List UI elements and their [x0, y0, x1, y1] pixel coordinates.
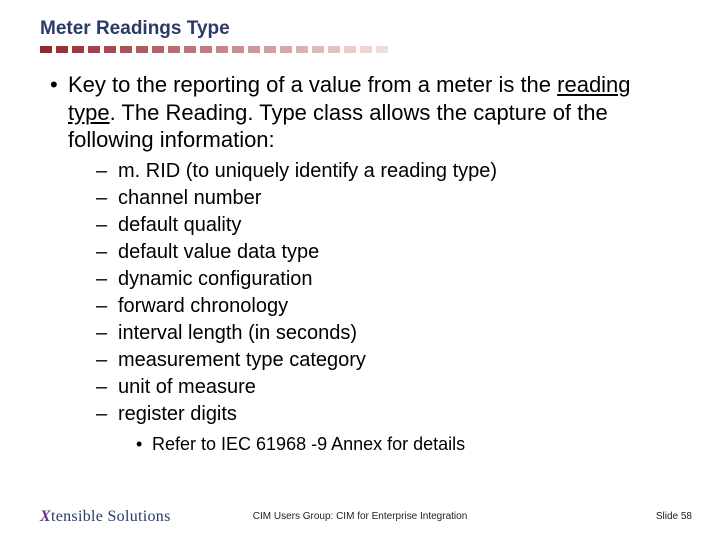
- dash-bullet-icon: –: [96, 185, 118, 212]
- sub-bullet-item: –default quality: [96, 212, 680, 239]
- dash-segment: [136, 46, 148, 53]
- dash-segment: [88, 46, 100, 53]
- dash-segment: [376, 46, 388, 53]
- dash-segment: [248, 46, 260, 53]
- dash-bullet-icon: –: [96, 212, 118, 239]
- dash-segment: [56, 46, 68, 53]
- sub-bullet-item: –measurement type category: [96, 347, 680, 374]
- sub-bullet-text: channel number: [118, 185, 261, 212]
- sub-bullet-item: –unit of measure: [96, 374, 680, 401]
- dash-bullet-icon: –: [96, 347, 118, 374]
- dash-bullet-icon: –: [96, 374, 118, 401]
- footer-center-text: CIM Users Group: CIM for Enterprise Inte…: [0, 511, 720, 522]
- dash-segment: [184, 46, 196, 53]
- dash-segment: [40, 46, 52, 53]
- footer: Xtensible Solutions CIM Users Group: CIM…: [0, 504, 720, 528]
- sub-bullet-text: measurement type category: [118, 347, 366, 374]
- dash-segment: [232, 46, 244, 53]
- bullet-dot-icon: •: [50, 71, 68, 154]
- dash-bullet-icon: –: [96, 158, 118, 185]
- dash-segment: [280, 46, 292, 53]
- dash-segment: [120, 46, 132, 53]
- sub-bullet-text: dynamic configuration: [118, 266, 313, 293]
- sub-bullet-text: unit of measure: [118, 374, 256, 401]
- dash-bullet-icon: –: [96, 320, 118, 347]
- slide-title: Meter Readings Type: [40, 18, 680, 40]
- dash-segment: [312, 46, 324, 53]
- dash-segment: [216, 46, 228, 53]
- dash-bullet-icon: –: [96, 266, 118, 293]
- dash-segment: [328, 46, 340, 53]
- sub-bullet-text: register digits: [118, 401, 237, 428]
- sub-bullet-text: interval length (in seconds): [118, 320, 357, 347]
- sub-sub-text: Refer to IEC 61968 -9 Annex for details: [152, 434, 465, 455]
- sub-bullet-item: –m. RID (to uniquely identify a reading …: [96, 158, 680, 185]
- sub-bullet-item: –default value data type: [96, 239, 680, 266]
- dash-segment: [200, 46, 212, 53]
- sub-bullet-text: m. RID (to uniquely identify a reading t…: [118, 158, 497, 185]
- dash-segment: [296, 46, 308, 53]
- main-bullet-post: . The Reading. Type class allows the cap…: [68, 100, 608, 153]
- sub-bullet-text: default value data type: [118, 239, 319, 266]
- sub-bullet-item: –register digits: [96, 401, 680, 428]
- main-bullet: • Key to the reporting of a value from a…: [50, 71, 680, 154]
- dash-segment: [344, 46, 356, 53]
- dash-segment: [72, 46, 84, 53]
- dash-segment: [264, 46, 276, 53]
- sub-bullet-text: forward chronology: [118, 293, 288, 320]
- sub-bullet-text: default quality: [118, 212, 241, 239]
- sub-bullet-list: –m. RID (to uniquely identify a reading …: [96, 158, 680, 428]
- dash-bullet-icon: –: [96, 401, 118, 428]
- title-dash-rule: [40, 46, 680, 53]
- dash-bullet-icon: –: [96, 293, 118, 320]
- sub-sub-bullet: • Refer to IEC 61968 -9 Annex for detail…: [136, 434, 680, 455]
- sub-bullet-item: –forward chronology: [96, 293, 680, 320]
- dash-segment: [168, 46, 180, 53]
- sub-bullet-item: –channel number: [96, 185, 680, 212]
- dash-bullet-icon: –: [96, 239, 118, 266]
- main-bullet-pre: Key to the reporting of a value from a m…: [68, 72, 557, 97]
- main-bullet-text: Key to the reporting of a value from a m…: [68, 71, 680, 154]
- sub-bullet-item: –dynamic configuration: [96, 266, 680, 293]
- dash-segment: [360, 46, 372, 53]
- slide: Meter Readings Type • Key to the reporti…: [0, 0, 720, 540]
- sub-bullet-item: –interval length (in seconds): [96, 320, 680, 347]
- bullet-dot-icon: •: [136, 434, 152, 455]
- dash-segment: [152, 46, 164, 53]
- footer-slide-number: Slide 58: [656, 511, 692, 522]
- dash-segment: [104, 46, 116, 53]
